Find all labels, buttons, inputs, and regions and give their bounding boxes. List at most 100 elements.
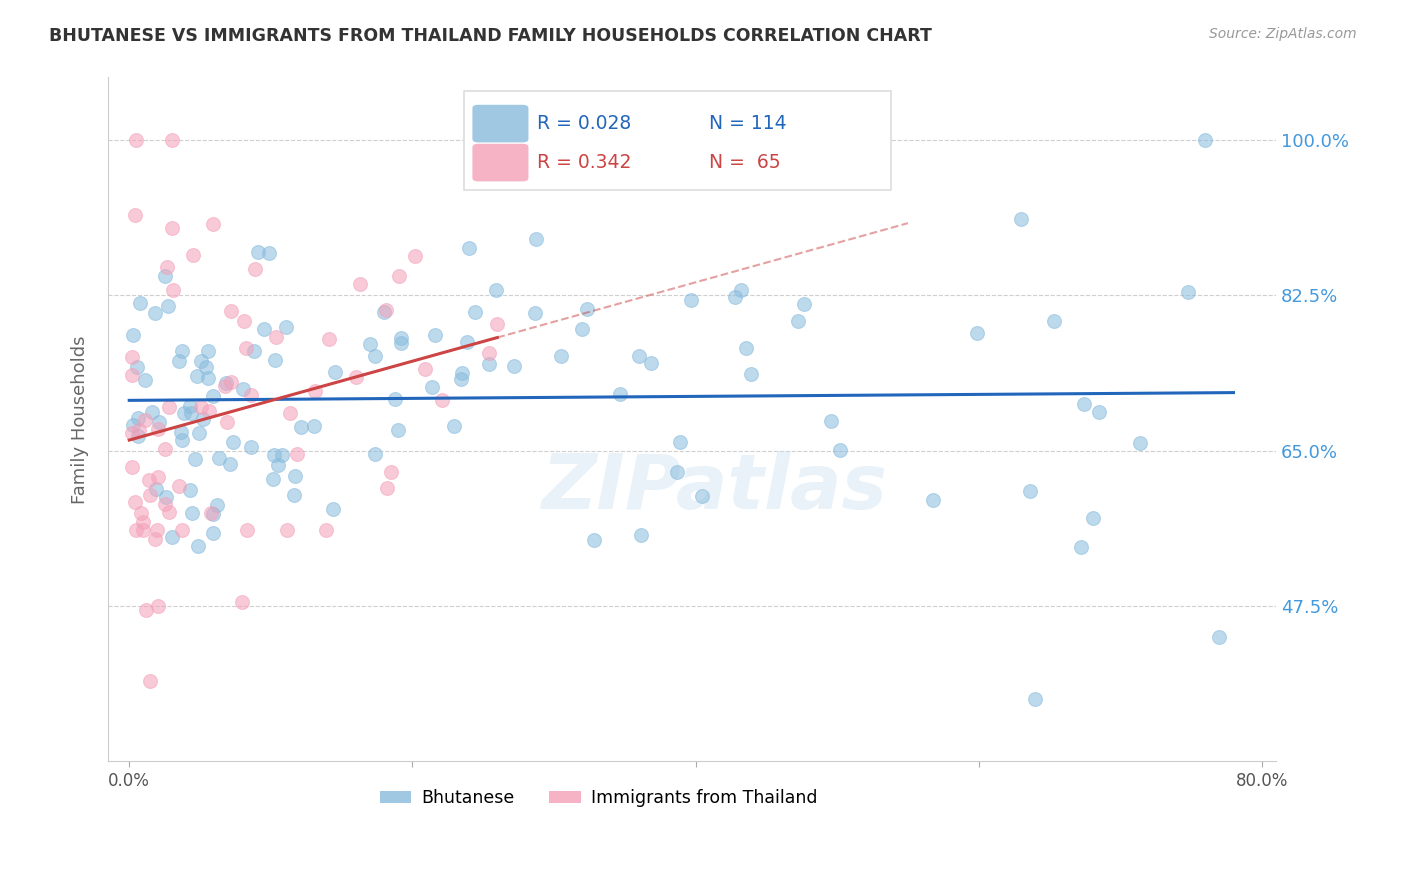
- Point: [349, 277, 371, 291]
- Point: [233, 314, 256, 328]
- Point: [186, 539, 208, 553]
- Point: [179, 399, 201, 413]
- Text: BHUTANESE VS IMMIGRANTS FROM THAILAND FAMILY HOUSEHOLDS CORRELATION CHART: BHUTANESE VS IMMIGRANTS FROM THAILAND FA…: [49, 27, 932, 45]
- Point: [214, 376, 236, 390]
- Point: [966, 326, 988, 341]
- Point: [264, 330, 287, 344]
- Point: [263, 352, 285, 367]
- Point: [201, 217, 224, 231]
- Point: [155, 490, 177, 504]
- Point: [524, 232, 547, 246]
- Point: [388, 268, 411, 283]
- Point: [153, 497, 176, 511]
- Point: [202, 508, 225, 522]
- Point: [157, 505, 180, 519]
- Point: [450, 372, 472, 386]
- Point: [187, 425, 209, 440]
- Text: N =  65: N = 65: [710, 153, 782, 172]
- Point: [153, 442, 176, 456]
- Point: [451, 366, 474, 380]
- Point: [222, 434, 245, 449]
- Point: [129, 506, 152, 520]
- Point: [167, 353, 190, 368]
- Point: [127, 429, 149, 443]
- FancyBboxPatch shape: [472, 144, 529, 181]
- Point: [457, 242, 479, 256]
- Point: [235, 341, 257, 355]
- Point: [374, 302, 396, 317]
- Point: [197, 344, 219, 359]
- Point: [609, 387, 631, 401]
- Point: [121, 425, 143, 440]
- Point: [181, 506, 204, 520]
- Point: [135, 603, 157, 617]
- Point: [170, 425, 193, 439]
- Point: [276, 524, 298, 538]
- Point: [1024, 692, 1046, 706]
- Point: [179, 483, 201, 497]
- Point: [124, 495, 146, 509]
- Point: [186, 368, 208, 383]
- Point: [253, 322, 276, 336]
- Point: [214, 379, 236, 393]
- Point: [231, 594, 253, 608]
- Point: [172, 524, 194, 538]
- Point: [1129, 435, 1152, 450]
- Point: [443, 419, 465, 434]
- Point: [143, 533, 166, 547]
- Point: [820, 414, 842, 428]
- Point: [219, 304, 242, 318]
- Point: [200, 506, 222, 520]
- Point: [127, 411, 149, 425]
- Point: [364, 349, 387, 363]
- Point: [202, 526, 225, 541]
- Point: [665, 465, 688, 479]
- Point: [582, 533, 605, 547]
- Point: [183, 452, 205, 467]
- Point: [1010, 211, 1032, 226]
- Point: [262, 472, 284, 486]
- Legend: Bhutanese, Immigrants from Thailand: Bhutanese, Immigrants from Thailand: [373, 782, 824, 814]
- Point: [180, 406, 202, 420]
- Point: [477, 357, 499, 371]
- Point: [243, 261, 266, 276]
- Text: Source: ZipAtlas.com: Source: ZipAtlas.com: [1209, 27, 1357, 41]
- Point: [359, 337, 381, 351]
- Point: [322, 501, 344, 516]
- Point: [344, 369, 367, 384]
- Text: R = 0.342: R = 0.342: [537, 153, 631, 172]
- Point: [640, 356, 662, 370]
- Point: [1042, 313, 1064, 327]
- Point: [793, 297, 815, 311]
- Point: [430, 392, 453, 407]
- Point: [240, 388, 263, 402]
- Point: [146, 421, 169, 435]
- Point: [125, 359, 148, 374]
- Point: [724, 290, 747, 304]
- Point: [134, 373, 156, 387]
- Point: [146, 470, 169, 484]
- Point: [156, 299, 179, 313]
- Point: [830, 442, 852, 457]
- Point: [170, 433, 193, 447]
- Point: [134, 413, 156, 427]
- Point: [202, 389, 225, 403]
- Point: [132, 524, 155, 538]
- Point: [1073, 397, 1095, 411]
- Point: [257, 245, 280, 260]
- Point: [205, 499, 228, 513]
- Point: [922, 492, 945, 507]
- Point: [413, 362, 436, 376]
- Point: [1081, 510, 1104, 524]
- Point: [121, 368, 143, 383]
- Point: [456, 334, 478, 349]
- Point: [148, 415, 170, 429]
- Point: [502, 359, 524, 373]
- Point: [323, 365, 346, 379]
- Point: [630, 528, 652, 542]
- Point: [160, 530, 183, 544]
- Point: [266, 458, 288, 472]
- Point: [160, 221, 183, 235]
- Point: [404, 249, 426, 263]
- Point: [1194, 133, 1216, 147]
